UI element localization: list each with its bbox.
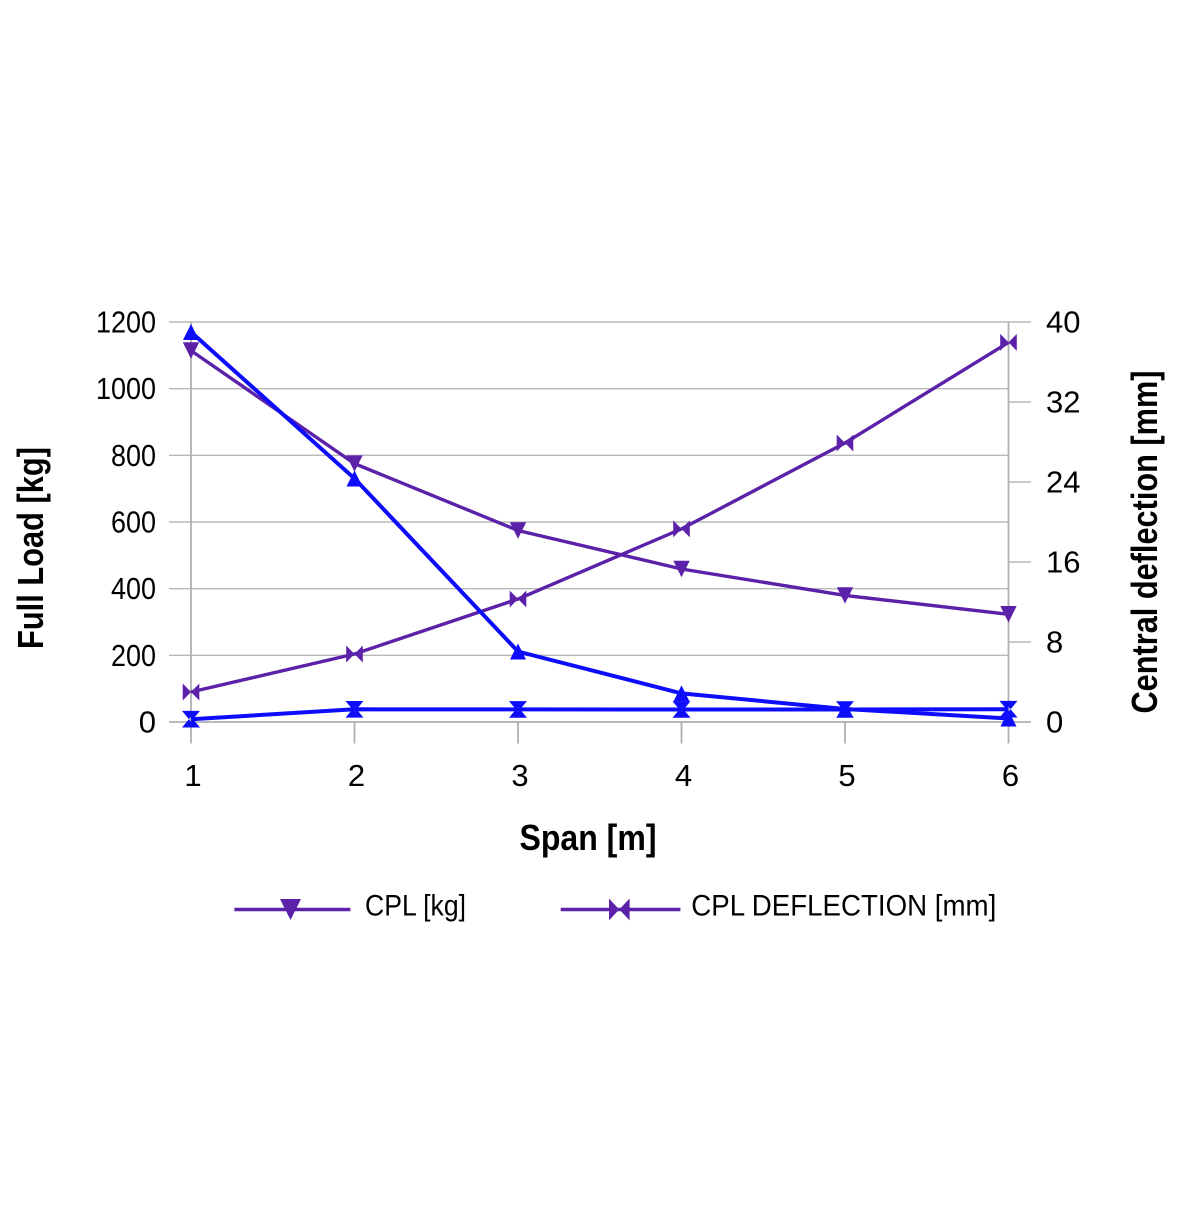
svg-text:16: 16 xyxy=(1046,545,1080,580)
svg-text:Span [m]: Span [m] xyxy=(520,817,657,858)
svg-text:24: 24 xyxy=(1046,465,1080,500)
svg-text:3: 3 xyxy=(511,758,528,793)
svg-text:6: 6 xyxy=(1002,758,1019,793)
svg-text:8: 8 xyxy=(1046,625,1063,660)
svg-text:CPL [kg]: CPL [kg] xyxy=(365,890,466,923)
svg-text:32: 32 xyxy=(1046,385,1080,420)
svg-text:1000: 1000 xyxy=(96,371,156,406)
svg-text:4: 4 xyxy=(675,758,692,793)
svg-text:1200: 1200 xyxy=(96,305,156,340)
svg-text:800: 800 xyxy=(111,438,156,473)
svg-text:40: 40 xyxy=(1046,305,1080,340)
svg-text:0: 0 xyxy=(1046,705,1063,740)
svg-text:200: 200 xyxy=(111,638,156,673)
svg-text:1: 1 xyxy=(184,758,201,793)
svg-text:400: 400 xyxy=(111,571,156,606)
svg-text:5: 5 xyxy=(838,758,855,793)
svg-text:CPL DEFLECTION [mm]: CPL DEFLECTION [mm] xyxy=(691,890,996,923)
svg-text:Central deflection [mm]: Central deflection [mm] xyxy=(1124,371,1165,714)
svg-text:2: 2 xyxy=(348,758,365,793)
svg-text:Full Load [kg]: Full Load [kg] xyxy=(10,447,51,649)
svg-text:600: 600 xyxy=(111,505,156,540)
svg-text:0: 0 xyxy=(139,705,156,740)
